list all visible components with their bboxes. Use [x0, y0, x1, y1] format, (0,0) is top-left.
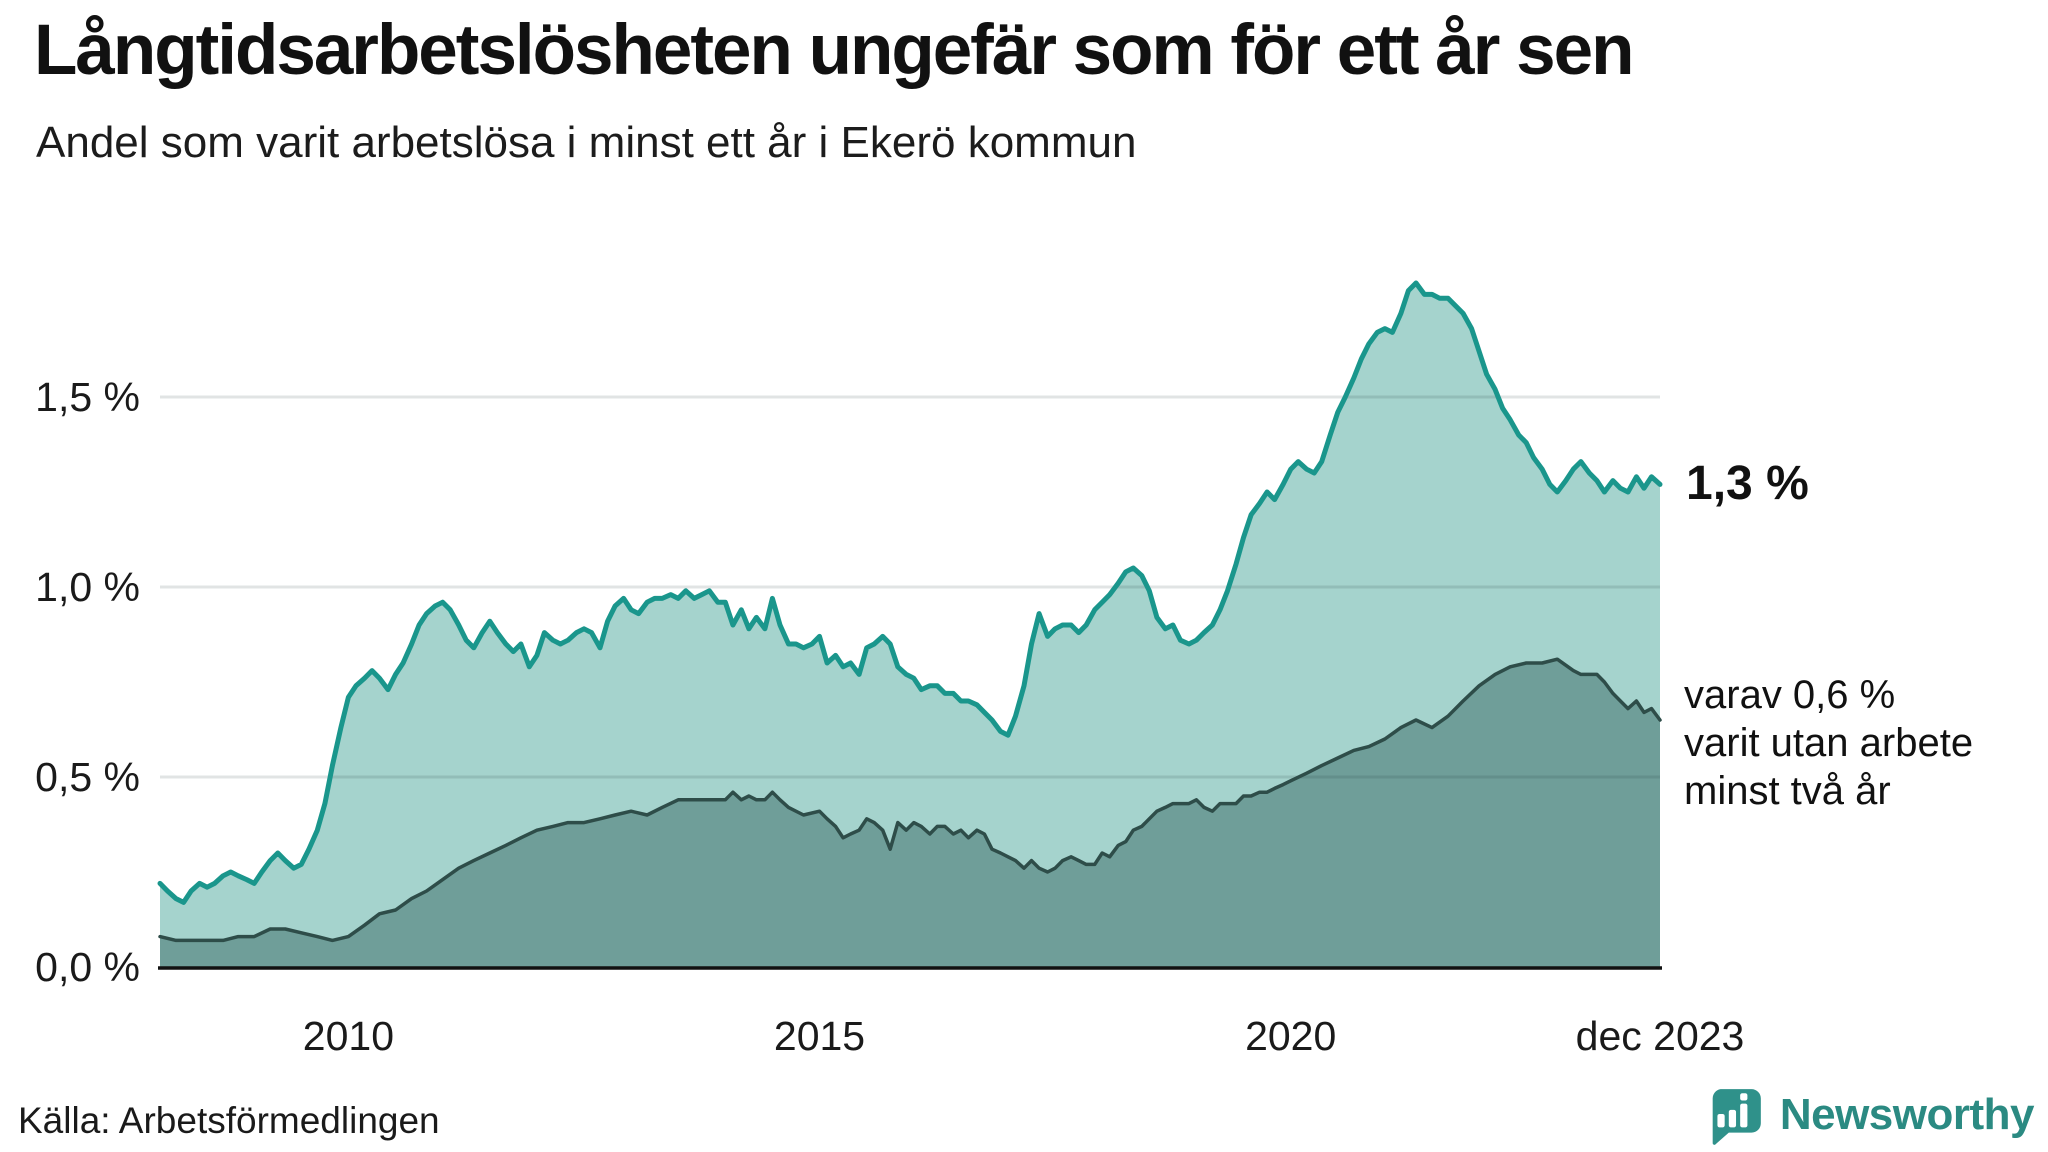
y-tick-label: 1,5 %	[35, 374, 140, 420]
sub-series-annotation-line1: varav 0,6 %	[1684, 673, 1895, 717]
sub-series-annotation-line3: minst två år	[1684, 769, 1891, 813]
line-series-2	[158, 657, 1662, 943]
y-tick-label: 0,0 %	[35, 944, 140, 990]
chart-areas	[160, 283, 1660, 967]
y-axis-tick-labels: 0,0 % 0,5 % 1,0 % 1,5 %	[35, 374, 140, 990]
x-axis-tick-labels: 2010 2015 2020 dec 2023	[303, 1013, 1745, 1059]
newsworthy-bubble-chart-icon	[1712, 1089, 1761, 1145]
newsworthy-logo-text: Newsworthy	[1779, 1090, 2035, 1139]
source-note: Källa: Arbetsförmedlingen	[18, 1100, 440, 1141]
line-series-1	[157, 280, 1663, 905]
series-end-value-label: 1,3 %	[1686, 457, 1809, 510]
x-tick-label: 2015	[774, 1013, 865, 1059]
x-tick-label: 2020	[1245, 1013, 1336, 1059]
chart-lines	[157, 280, 1663, 943]
page-subtitle: Andel som varit arbetslösa i minst ett å…	[36, 118, 1137, 167]
sub-series-annotation-line2: varit utan arbete	[1684, 721, 1973, 765]
page-title: Långtidsarbetslösheten ungefär som för e…	[34, 11, 1634, 90]
area-series-2	[160, 659, 1660, 967]
x-tick-label: dec 2023	[1576, 1013, 1745, 1059]
x-tick-label: 2010	[303, 1013, 394, 1059]
y-tick-label: 0,5 %	[35, 754, 140, 800]
y-tick-label: 1,0 %	[35, 564, 140, 610]
newsworthy-logo: Newsworthy	[1704, 1084, 2035, 1146]
chart-gridlines	[160, 395, 1660, 779]
